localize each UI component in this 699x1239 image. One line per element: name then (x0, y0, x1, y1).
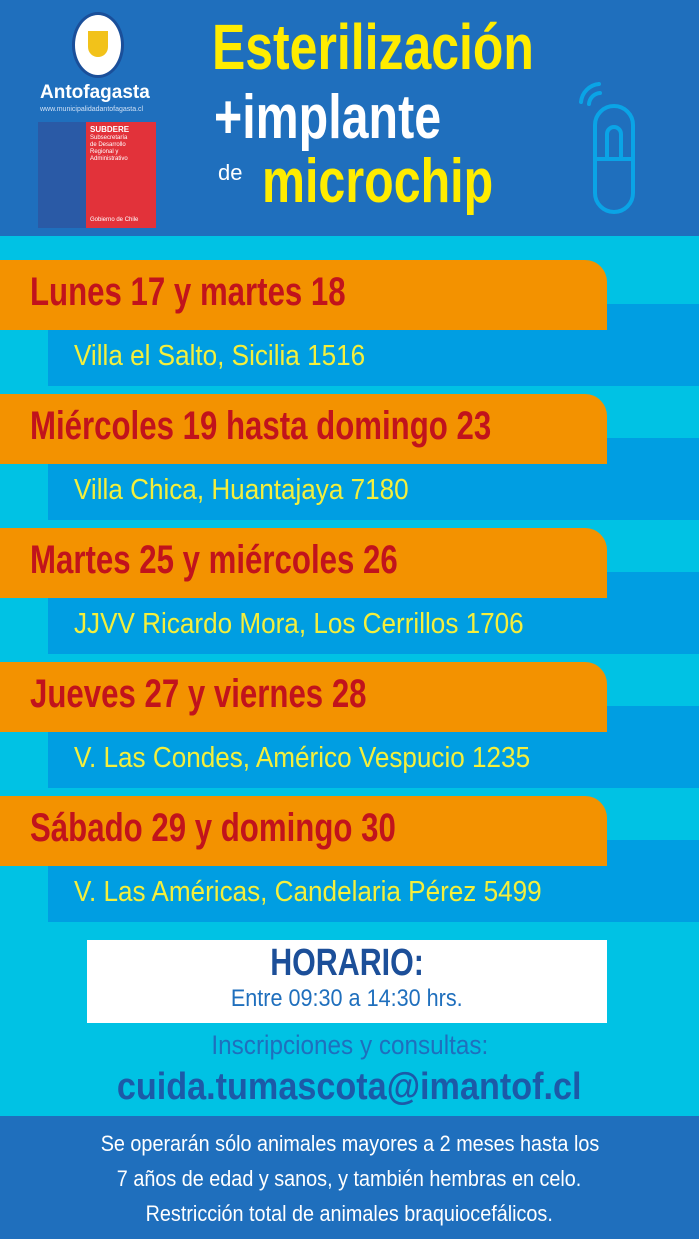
schedule-item: Martes 25 y miércoles 26 JJVV Ricardo Mo… (0, 528, 699, 654)
schedule-place: Villa el Salto, Sicilia 1516 (74, 340, 366, 372)
schedule-place: V. Las Condes, Américo Vespucio 1235 (74, 742, 531, 774)
subdere-title: SUBDERE (90, 125, 130, 134)
footer-notice: Se operarán sólo animales mayores a 2 me… (0, 1116, 699, 1239)
subdere-line: Subsecretaría (90, 135, 128, 141)
footer-line: Restricción total de animales braquiocef… (145, 1201, 554, 1226)
contact-email[interactable]: cuida.tumascota@imantof.cl (117, 1066, 582, 1108)
schedule-day: Lunes 17 y martes 18 (30, 270, 346, 314)
schedule-item: Jueves 27 y viernes 28 V. Las Condes, Am… (0, 662, 699, 788)
subdere-line: Administrativo (90, 156, 128, 162)
chile-coat-of-arms-icon (38, 122, 86, 228)
microchip-capsule-icon (579, 82, 635, 214)
municipality-name: Antofagasta (40, 82, 150, 103)
schedule-item: Miércoles 19 hasta domingo 23 Villa Chic… (0, 394, 699, 520)
subdere-footer: Gobierno de Chile (90, 217, 139, 223)
header: Antofagasta www.municipalidadantofagasta… (0, 0, 699, 236)
schedule-item: Sábado 29 y domingo 30 V. Las Américas, … (0, 796, 699, 922)
footer-line: Se operarán sólo animales mayores a 2 me… (100, 1131, 599, 1156)
title-line-2: +implante (214, 83, 442, 152)
schedule-place: JJVV Ricardo Mora, Los Cerrillos 1706 (74, 608, 524, 640)
schedule-day: Jueves 27 y viernes 28 (30, 672, 367, 716)
horario-hours: Entre 09:30 a 14:30 hrs. (231, 985, 463, 1012)
subdere-logo: SUBDERE Subsecretaría de Desarrollo Regi… (38, 122, 156, 228)
schedule-day: Miércoles 19 hasta domingo 23 (30, 404, 492, 448)
footer-line: 7 años de edad y sanos, y también hembra… (117, 1166, 582, 1191)
schedule-day: Sábado 29 y domingo 30 (30, 806, 396, 850)
schedule-day: Martes 25 y miércoles 26 (30, 538, 398, 582)
schedule-place: V. Las Américas, Candelaria Pérez 5499 (74, 876, 542, 908)
contact-label: Inscripciones y consultas: (211, 1030, 488, 1060)
horario-box: HORARIO: Entre 09:30 a 14:30 hrs. (87, 940, 607, 1023)
horario-title: HORARIO: (270, 942, 424, 984)
municipality-seal-logo (72, 12, 124, 78)
schedule-item: Lunes 17 y martes 18 Villa el Salto, Sic… (0, 260, 699, 386)
subdere-line: de Desarrollo (90, 142, 126, 148)
schedule-place: Villa Chica, Huantajaya 7180 (74, 474, 409, 506)
municipality-url: www.municipalidadantofagasta.cl (40, 106, 144, 113)
title-line-1: Esterilización (212, 11, 534, 83)
title-line-3: microchip (262, 147, 494, 216)
title-de: de (218, 160, 243, 185)
subdere-line: Regional y (90, 149, 119, 155)
